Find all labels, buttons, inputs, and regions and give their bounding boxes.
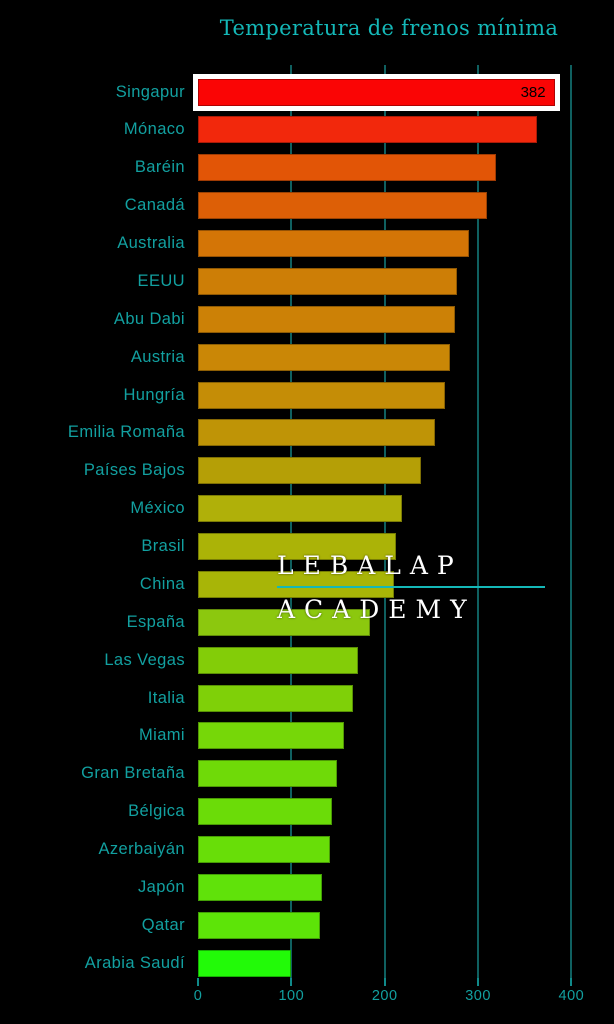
category-label: Azerbaiyán xyxy=(98,840,185,859)
tick-label-0: 0 xyxy=(193,988,203,1004)
bar xyxy=(198,684,353,712)
category-label: España xyxy=(126,612,185,631)
tick-mark-100 xyxy=(290,978,293,986)
tick-mark-300 xyxy=(477,978,480,986)
tick-mark-400 xyxy=(570,978,573,986)
tick-label-300: 300 xyxy=(465,988,491,1004)
bar xyxy=(198,267,457,295)
gridline-300 xyxy=(477,65,480,978)
tick-label-100: 100 xyxy=(278,988,305,1004)
bar xyxy=(198,305,455,333)
watermark-text-bottom: ACADEMY xyxy=(277,595,476,624)
category-label: Japón xyxy=(138,877,185,896)
watermark-divider-line xyxy=(277,586,545,588)
category-label: Australia xyxy=(117,234,185,253)
bar xyxy=(198,457,422,485)
category-label: Países Bajos xyxy=(83,461,185,480)
bar xyxy=(198,570,395,598)
category-label: Brasil xyxy=(141,537,185,556)
bar xyxy=(198,495,402,523)
category-label: Qatar xyxy=(141,915,185,934)
category-label: Abu Dabi xyxy=(113,309,185,328)
category-label: Mónaco xyxy=(123,120,185,139)
bar xyxy=(198,911,321,939)
category-label: Arabia Saudí xyxy=(84,953,185,972)
bar xyxy=(198,419,436,447)
category-label: Italia xyxy=(147,688,185,707)
gridline-400 xyxy=(570,65,573,978)
bar xyxy=(198,949,292,977)
bar xyxy=(198,343,451,371)
tick-mark-200 xyxy=(383,978,386,986)
category-label: Emilia Romaña xyxy=(67,423,185,442)
bar xyxy=(198,116,537,144)
category-label: Singapur xyxy=(115,82,185,101)
bar xyxy=(198,836,330,864)
bar xyxy=(198,533,396,561)
watermark-text-top: LEBALAP xyxy=(277,551,463,580)
watermark: LEBALAP ACADEMY xyxy=(277,551,545,624)
bar xyxy=(198,760,338,788)
bar xyxy=(198,154,496,182)
category-label: EEUU xyxy=(137,271,185,290)
tick-mark-0 xyxy=(197,978,199,986)
category-label: Canadá xyxy=(124,196,185,215)
bar xyxy=(198,722,344,750)
category-label: China xyxy=(139,574,185,593)
bar xyxy=(198,646,358,674)
bar xyxy=(198,230,469,258)
bar xyxy=(198,381,446,409)
bar xyxy=(198,192,488,220)
tick-label-400: 400 xyxy=(558,988,585,1004)
category-label: Gran Bretaña xyxy=(81,764,185,783)
value-label: 382 xyxy=(520,83,546,101)
bar xyxy=(198,798,333,826)
chart-title: Temperatura de frenos mínima xyxy=(219,16,559,40)
category-label: México xyxy=(130,499,185,518)
bar xyxy=(198,873,323,901)
category-label: Austria xyxy=(130,347,185,366)
category-label: Baréin xyxy=(134,158,185,177)
tick-label-200: 200 xyxy=(371,988,398,1004)
category-label: Las Vegas xyxy=(104,650,185,669)
category-label: Bélgica xyxy=(128,802,185,821)
bar-highlighted: 382 xyxy=(193,73,560,111)
category-label: Miami xyxy=(139,726,185,745)
bar xyxy=(198,608,370,636)
category-label: Hungría xyxy=(123,385,185,404)
